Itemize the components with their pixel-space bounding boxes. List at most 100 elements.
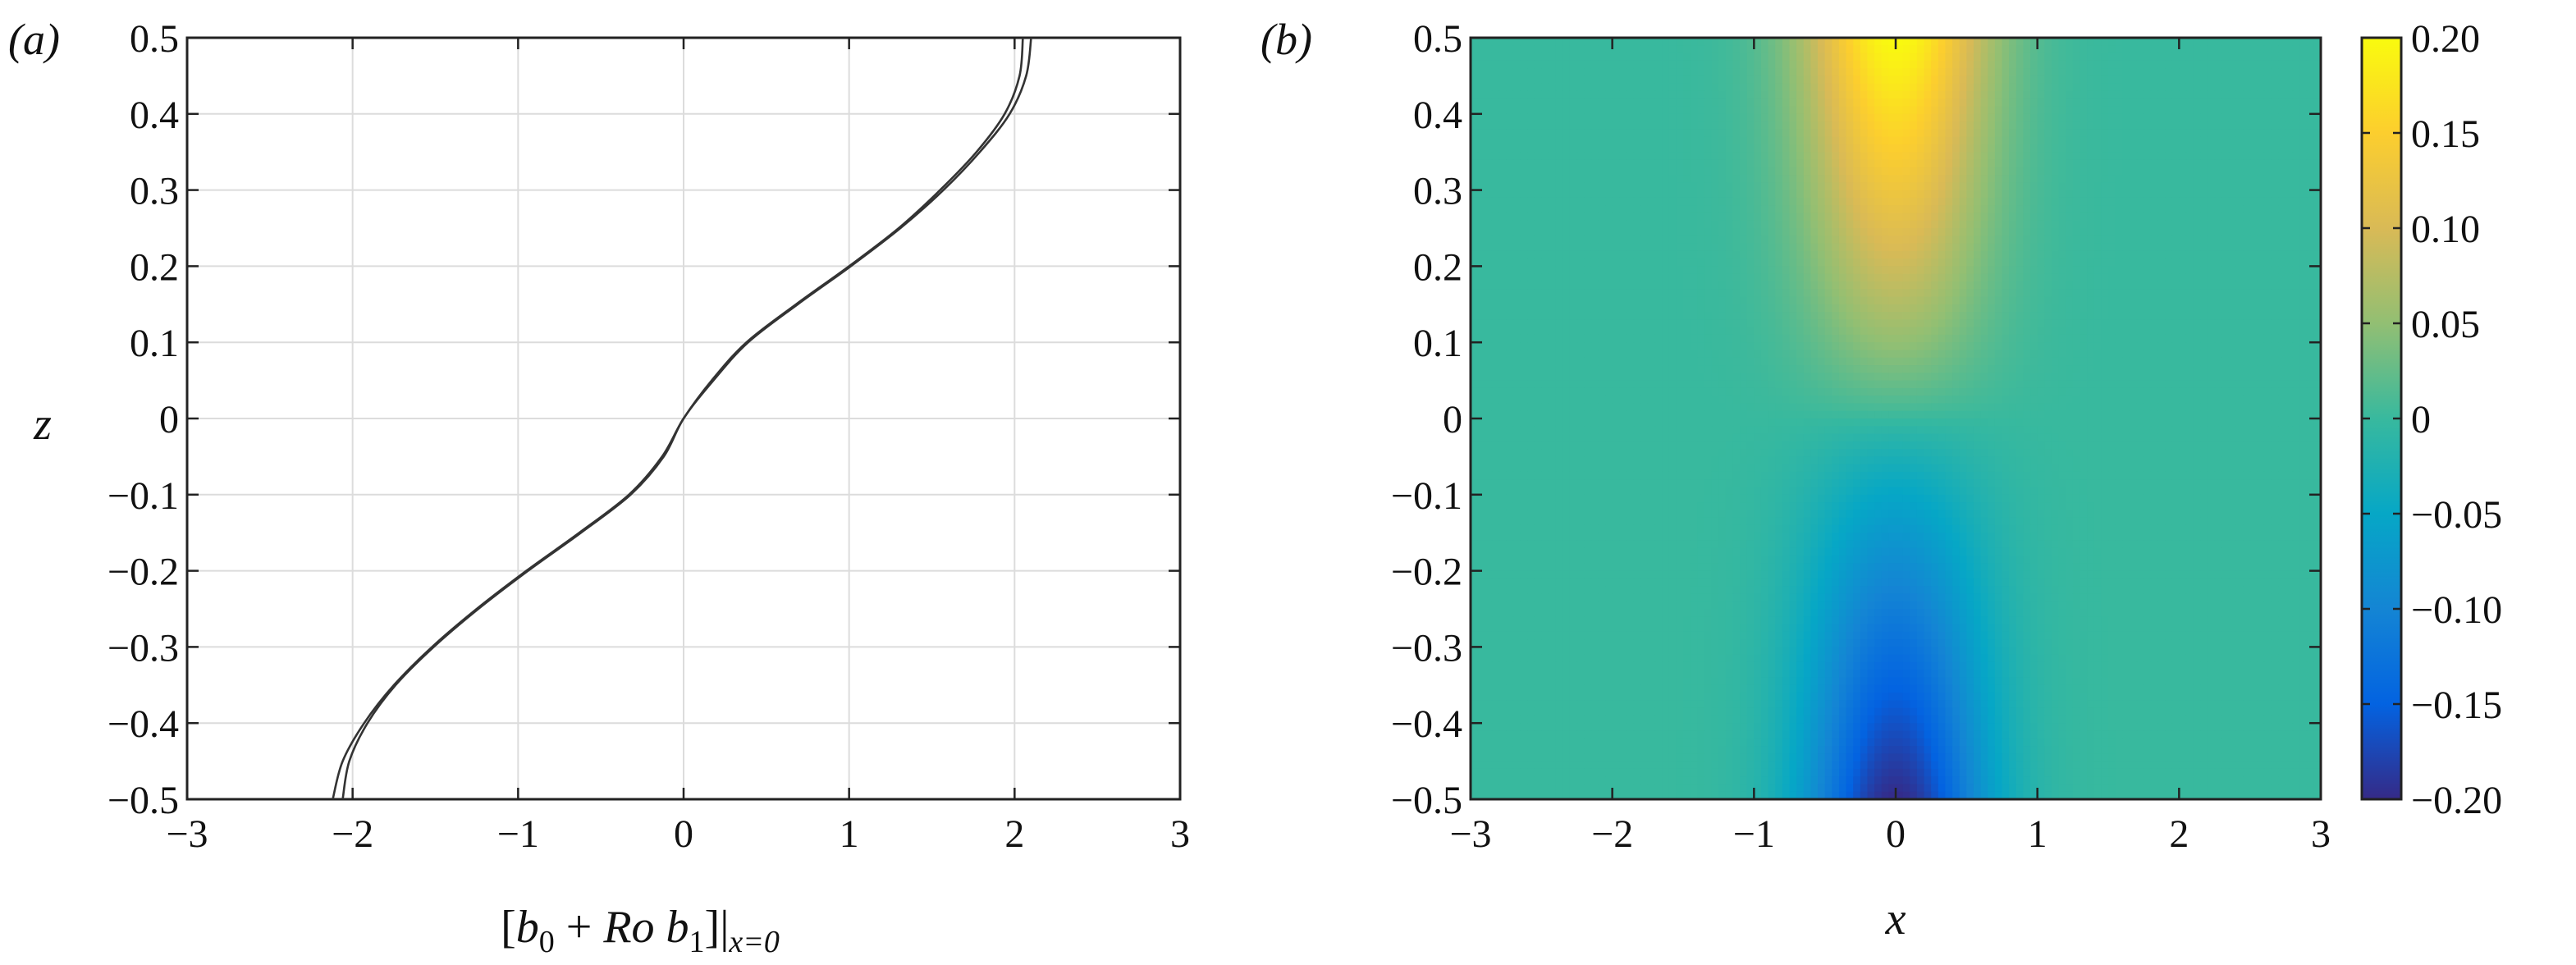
- heatmap-cell: [2115, 98, 2123, 107]
- heatmap-cell: [1902, 175, 1910, 183]
- heatmap-cell: [1590, 327, 1599, 336]
- heatmap-cell: [2080, 159, 2088, 168]
- heatmap-cell: [1832, 83, 1840, 92]
- heatmap-cell: [1732, 213, 1741, 222]
- heatmap-cell: [2249, 182, 2258, 191]
- heatmap-cell: [1704, 220, 1713, 229]
- heatmap-cell: [2257, 281, 2265, 290]
- heatmap-cell: [1910, 113, 1918, 122]
- heatmap-cell: [1485, 228, 1493, 236]
- heatmap-cell: [1867, 342, 1875, 351]
- heatmap-cell: [1902, 228, 1910, 236]
- heatmap-cell: [1924, 175, 1932, 183]
- heatmap-cell: [1633, 197, 1641, 206]
- heatmap-cell: [1683, 243, 1691, 252]
- heatmap-cell: [1612, 281, 1620, 290]
- heatmap-cell: [2009, 45, 2017, 54]
- heatmap-cell: [2306, 197, 2314, 206]
- heatmap-cell: [1916, 312, 1925, 320]
- heatmap-cell: [1619, 190, 1627, 199]
- heatmap-cell: [2171, 342, 2180, 351]
- heatmap-cell: [2101, 83, 2109, 92]
- heatmap-cell: [2243, 38, 2251, 46]
- heatmap-cell: [2171, 75, 2180, 85]
- heatmap-cell: [1796, 53, 1805, 62]
- heatmap-cell: [1888, 144, 1897, 153]
- heatmap-cell: [1647, 289, 1656, 298]
- heatmap-cell: [2271, 83, 2279, 92]
- heatmap-cell: [2002, 182, 2010, 191]
- heatmap-cell: [2171, 167, 2180, 176]
- heatmap-cell: [2171, 152, 2180, 161]
- heatmap-cell: [2122, 136, 2130, 145]
- heatmap-cell: [2044, 38, 2052, 46]
- heatmap-cell: [1740, 312, 1748, 320]
- heatmap-cell: [1633, 319, 1641, 328]
- heatmap-cell: [2235, 342, 2244, 351]
- heatmap-cell: [2108, 190, 2116, 199]
- heatmap-cell: [2129, 228, 2138, 236]
- heatmap-cell: [2037, 175, 2045, 183]
- heatmap-cell: [2080, 342, 2088, 351]
- heatmap-cell: [2093, 136, 2102, 145]
- heatmap-cell: [1782, 75, 1791, 85]
- heatmap-cell: [1662, 342, 1670, 351]
- heatmap-cell: [1952, 106, 1961, 115]
- heatmap-cell: [2087, 98, 2095, 107]
- heatmap-cell: [1512, 90, 1521, 99]
- heatmap-cell: [1718, 205, 1727, 214]
- heatmap-cell: [2179, 152, 2187, 161]
- heatmap-cell: [2243, 243, 2251, 252]
- heatmap-cell: [1867, 98, 1875, 107]
- heatmap-cell: [1874, 53, 1883, 62]
- heatmap-cell: [1725, 121, 1734, 130]
- heatmap-cell: [1520, 144, 1528, 153]
- heatmap-cell: [1485, 289, 1493, 298]
- heatmap-cell: [2278, 236, 2286, 245]
- heatmap-cell: [1506, 312, 1514, 320]
- heatmap-cell: [1477, 90, 1485, 99]
- heatmap-cell: [1534, 90, 1542, 99]
- heatmap-cell: [1952, 60, 1961, 69]
- heatmap-cell: [2214, 121, 2222, 130]
- heatmap-cell: [1605, 136, 1613, 145]
- heatmap-cell: [1896, 213, 1904, 222]
- heatmap-cell: [1605, 75, 1613, 85]
- heatmap-cell: [2157, 53, 2166, 62]
- heatmap-cell: [1760, 98, 1769, 107]
- heatmap-cell: [2144, 213, 2152, 222]
- heatmap-cell: [2165, 334, 2173, 343]
- heatmap-cell: [2044, 304, 2052, 313]
- heatmap-cell: [1988, 159, 1996, 168]
- heatmap-cell: [1810, 190, 1819, 199]
- heatmap-cell: [2263, 243, 2272, 252]
- heatmap-cell: [2144, 220, 2152, 229]
- heatmap-cell: [1633, 167, 1641, 176]
- heatmap-cell: [2235, 334, 2244, 343]
- heatmap-cell: [2150, 159, 2159, 168]
- heatmap-cell: [1881, 213, 1889, 222]
- heatmap-cell: [1626, 38, 1635, 46]
- heatmap-cell: [2087, 327, 2095, 336]
- heatmap-cell: [1881, 190, 1889, 199]
- heatmap-cell: [1654, 75, 1663, 85]
- heatmap-cell: [1874, 182, 1883, 191]
- heatmap-cell: [2171, 90, 2180, 99]
- heatmap-cell: [2179, 68, 2187, 76]
- heatmap-cell: [1590, 38, 1599, 46]
- heatmap-cell: [1725, 98, 1734, 107]
- heatmap-cell: [2101, 45, 2109, 54]
- heatmap-cell: [1924, 106, 1932, 115]
- heatmap-cell: [1477, 319, 1485, 328]
- heatmap-cell: [1506, 136, 1514, 145]
- heatmap-cell: [2313, 182, 2322, 191]
- heatmap-cell: [1910, 45, 1918, 54]
- heatmap-cell: [1796, 342, 1805, 351]
- heatmap-cell: [1534, 60, 1542, 69]
- heatmap-cell: [1498, 334, 1507, 343]
- heatmap-cell: [1485, 159, 1493, 168]
- heatmap-cell: [2214, 45, 2222, 54]
- heatmap-cell: [1598, 113, 1606, 122]
- heatmap-cell: [1980, 152, 1988, 161]
- heatmap-cell: [1959, 38, 1967, 46]
